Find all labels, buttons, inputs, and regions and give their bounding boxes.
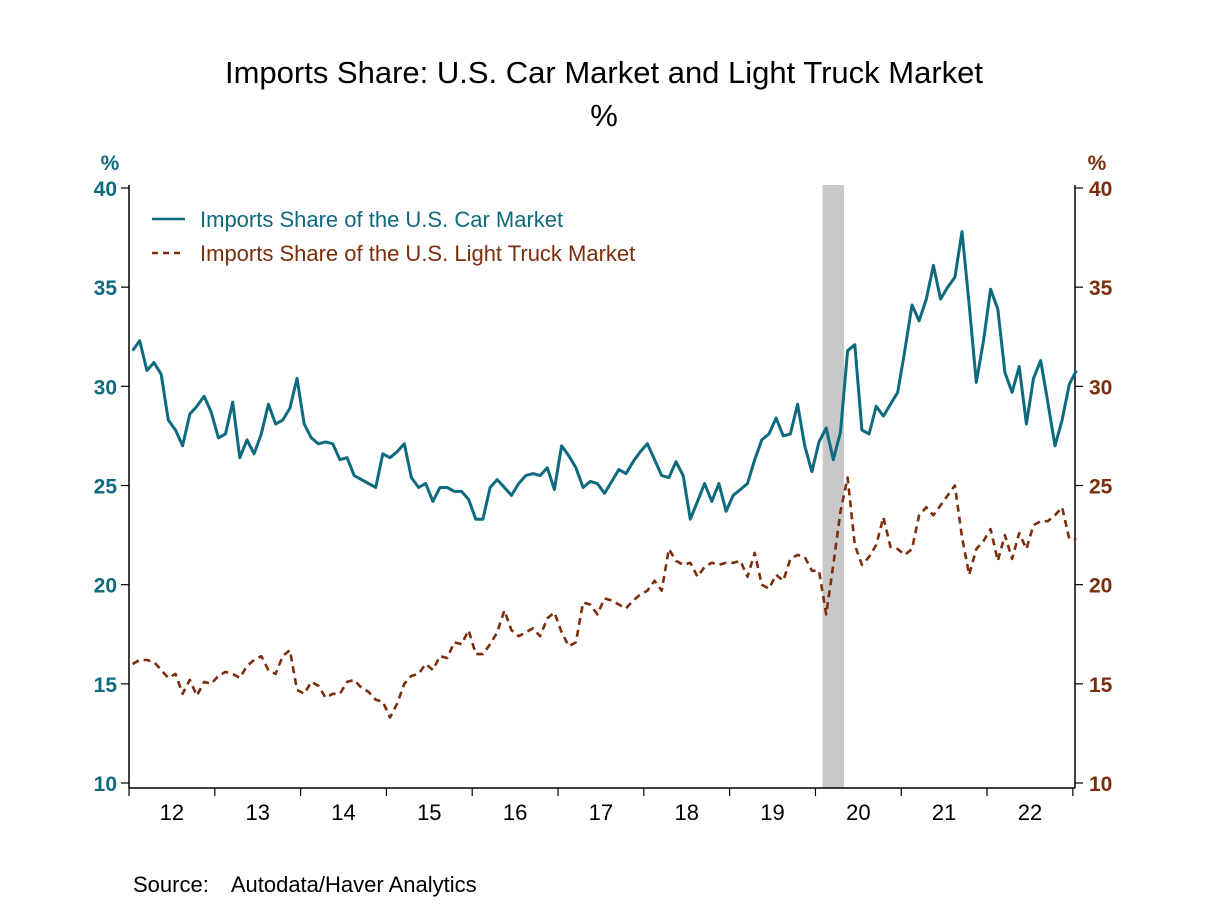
source-label: Source: [133,872,209,897]
chart-subtitle: % [590,98,618,133]
light-truck-imports-line [131,476,1077,719]
left-tick-label: 10 [94,773,117,796]
x-tick-label: 15 [417,800,441,825]
left-tick-label: 35 [94,277,118,300]
x-tick-label: 21 [932,800,956,825]
left-tick-label: 30 [94,376,117,399]
x-tick-label: 12 [160,800,184,825]
left-tick-label: 40 [94,178,117,201]
right-tick-label: 20 [1089,575,1112,598]
legend-label-car: Imports Share of the U.S. Car Market [200,207,563,232]
legend: Imports Share of the U.S. Car Market Imp… [152,207,635,266]
source-text: Autodata/Haver Analytics [230,872,477,897]
right-tick-label: 30 [1089,376,1112,399]
x-tick-label: 19 [760,800,784,825]
series-lines [131,230,1078,719]
chart-title: Imports Share: U.S. Car Market and Light… [224,55,984,90]
car-imports-line [131,230,1078,521]
x-tick-label: 16 [503,800,527,825]
right-tick-label: 35 [1089,277,1113,300]
axes: 10 10 15 15 20 20 25 25 30 30 35 35 40 40% % 12 13 14 15 16… [94,152,1113,825]
x-tick-label: 18 [674,800,698,825]
left-tick-label: 20 [94,575,117,598]
recession-shading [822,185,845,788]
left-tick-label: 25 [94,476,118,499]
source-note: Source: Autodata/Haver Analytics [133,872,499,898]
x-tick-label: 22 [1018,800,1042,825]
legend-label-truck: Imports Share of the U.S. Light Truck Ma… [200,241,635,266]
x-tick-label: 13 [245,800,269,825]
x-tick-label: 14 [331,800,355,825]
right-tick-label: 25 [1089,476,1113,499]
left-tick-label: 15 [94,674,118,697]
right-tick-label: 15 [1089,674,1113,697]
x-tick-label: 17 [589,800,613,825]
right-axis-unit: % [1088,152,1107,175]
x-tick-label: 20 [846,800,870,825]
left-axis-unit: % [101,152,120,175]
right-tick-label: 40 [1089,178,1112,201]
right-tick-label: 10 [1089,773,1112,796]
